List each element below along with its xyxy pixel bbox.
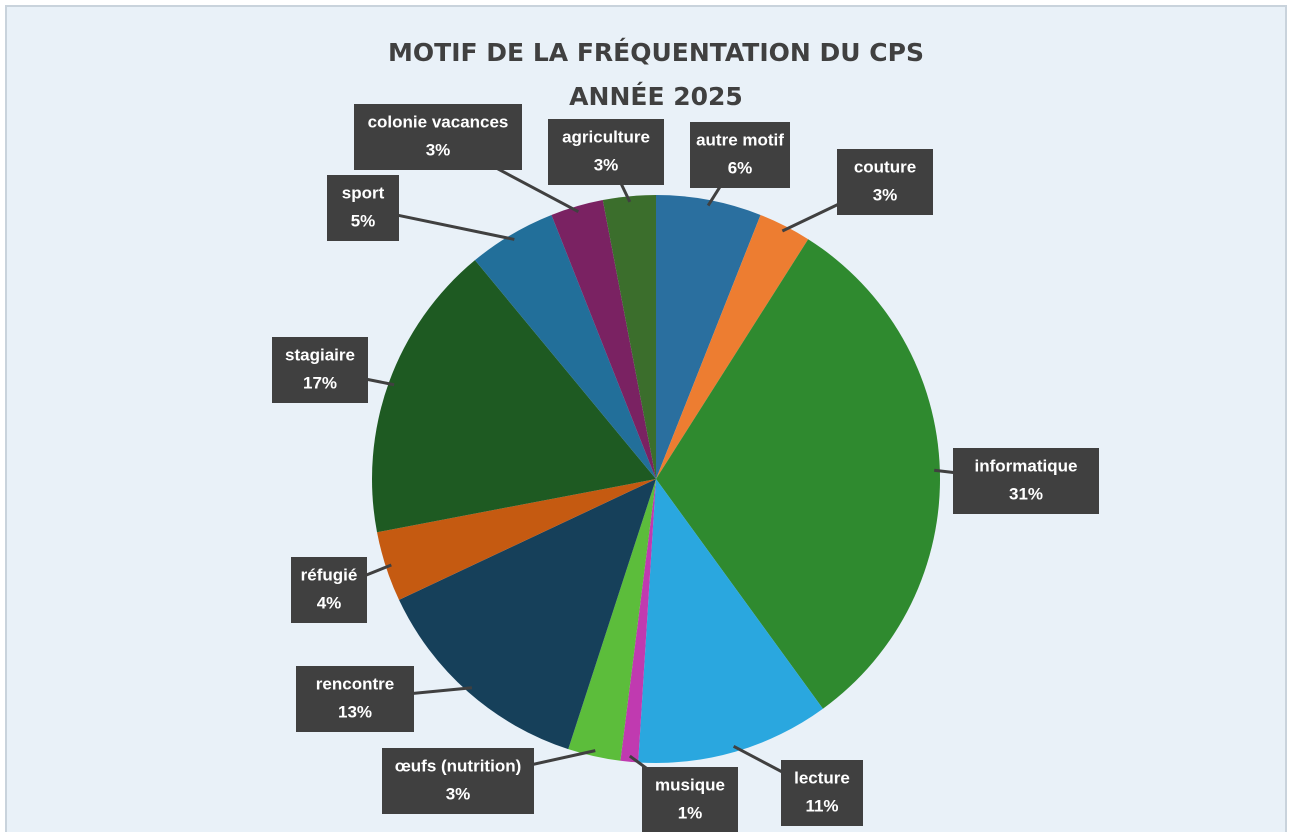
value-label: 6% [728,158,753,177]
value-label: 4% [317,593,342,612]
value-label: 1% [678,803,703,822]
value-label: 3% [873,185,898,204]
value-label: 13% [338,702,372,721]
pie-slice [377,479,656,600]
pie-slice [372,260,656,533]
chart-title: MOTIF DE LA FRÉQUENTATION DU CPS [388,38,924,67]
category-label: œufs (nutrition) [395,756,522,775]
category-label: sport [342,183,385,202]
pie-slice [399,479,656,750]
label-box [837,149,933,215]
label-box [354,104,522,170]
category-label: stagiaire [285,345,355,364]
pie-slice [551,200,656,479]
value-label: 31% [1009,484,1043,503]
label-box [690,122,790,188]
label-box [327,175,399,241]
label-box [296,666,414,732]
category-label: réfugié [301,565,358,584]
category-label: couture [854,157,916,176]
category-label: informatique [975,456,1078,475]
value-label: 17% [303,373,337,392]
value-label: 3% [446,784,471,803]
category-label: rencontre [316,674,394,693]
label-box [291,557,367,623]
pie-slice [602,195,656,479]
value-label: 11% [805,796,838,815]
pie-slice [474,214,656,479]
pie-slice [656,214,809,479]
label-box [272,337,368,403]
value-label: 5% [351,211,376,230]
pie-slice [656,195,761,479]
pie-slice [638,479,823,763]
pie-slice [568,479,656,761]
label-box [781,760,863,826]
category-label: autre motif [696,130,784,149]
label-box [642,767,738,832]
pie-slice [656,239,941,709]
value-label: 3% [594,155,619,174]
pie-slice [620,479,656,763]
label-box [953,448,1099,514]
label-box [382,748,534,814]
category-label: agriculture [562,127,650,146]
category-label: colonie vacances [368,112,509,131]
category-label: musique [655,775,725,794]
chart-subtitle: ANNÉE 2025 [569,82,743,111]
category-label: lecture [794,768,850,787]
label-box [548,119,664,185]
value-label: 3% [426,140,451,159]
